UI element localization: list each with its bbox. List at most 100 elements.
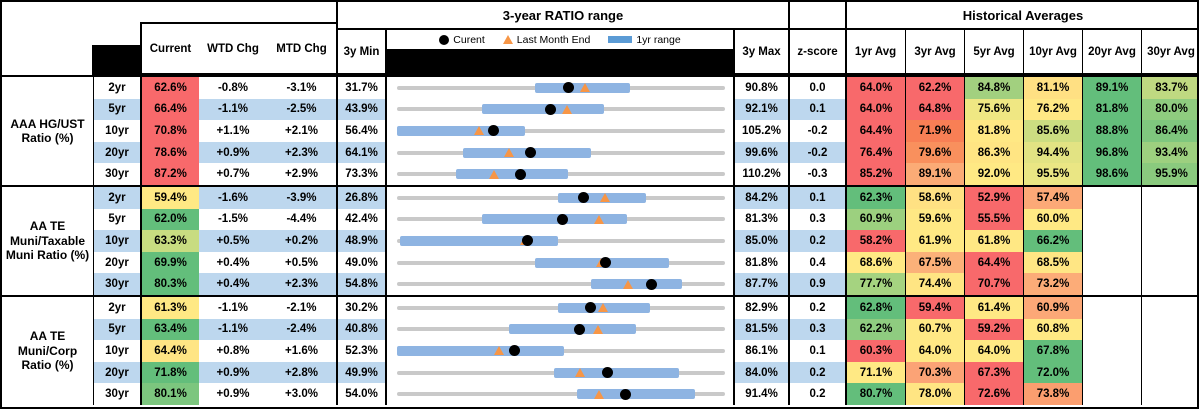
avg-cell: [1142, 383, 1197, 405]
avg-cell: [1142, 208, 1197, 231]
zscore-cell: 0.2: [790, 361, 847, 384]
zscore-cell: -0.2: [790, 141, 847, 164]
wtd-chg-cell: -1.6%: [199, 186, 267, 209]
mtd-chg-cell: +2.3%: [267, 141, 338, 164]
wtd-chg-cell: +0.4%: [199, 251, 267, 274]
avg-cell: 71.9%: [906, 120, 965, 142]
avg-cell: 86.3%: [965, 141, 1024, 164]
1yr-range-bar: [482, 104, 604, 115]
legend-current-label: Curent: [453, 33, 485, 46]
current-marker: [515, 168, 527, 180]
avg-cell: 92.0%: [965, 163, 1024, 185]
avg-cell: 60.9%: [1024, 296, 1083, 319]
current-marker: [544, 103, 556, 115]
range-chart-cell: [387, 77, 735, 99]
avg-cell: 59.2%: [965, 318, 1024, 341]
avg-cell: [1142, 251, 1197, 274]
current-cell: 69.9%: [142, 251, 199, 274]
zscore-cell: 0.1: [790, 186, 847, 209]
1yr-range-bar: [456, 169, 568, 180]
avg-cell: 72.6%: [965, 383, 1024, 405]
wtd-chg-column-header: WTD Chg: [207, 42, 259, 55]
mtd-chg-cell: +2.1%: [267, 120, 338, 142]
legend-last-month-label: Last Month End: [516, 33, 591, 46]
ratio-group: AAA HG/UST Ratio (%) 2yr 62.6% -0.8% -3.1% 31…: [2, 75, 1197, 185]
last-month-end-marker: [575, 368, 586, 378]
current-marker: [585, 302, 597, 314]
avg-cell: 88.8%: [1083, 120, 1142, 142]
avg-column-header: 5yr Avg: [964, 30, 1023, 73]
tenor-cell: 5yr: [94, 208, 142, 231]
range-chart-cell: [387, 120, 735, 142]
avg-cell: 76.4%: [847, 141, 906, 164]
avg-cell: 72.0%: [1024, 361, 1083, 384]
avg-cell: [1083, 361, 1142, 384]
mtd-chg-cell: -3.9%: [267, 186, 338, 209]
wtd-chg-cell: -1.5%: [199, 208, 267, 231]
mtd-chg-cell: -4.4%: [267, 208, 338, 231]
avg-cell: 76.2%: [1024, 98, 1083, 121]
mtd-chg-cell: +2.9%: [267, 163, 338, 185]
avg-cell: [1142, 318, 1197, 341]
avg-cell: 83.7%: [1142, 77, 1197, 99]
avg-cell: 73.2%: [1024, 273, 1083, 295]
avg-cell: 58.2%: [847, 230, 906, 252]
mtd-chg-cell: -2.5%: [267, 98, 338, 121]
legend-last-month-item: Last Month End: [502, 33, 591, 46]
wtd-chg-cell: +0.4%: [199, 273, 267, 295]
last-month-end-marker: [598, 303, 609, 313]
3y-max-cell: 81.8%: [735, 251, 790, 274]
mtd-chg-cell: +3.0%: [267, 383, 338, 405]
last-month-end-marker: [561, 104, 572, 114]
current-marker: [602, 367, 614, 379]
avg-cell: [1142, 296, 1197, 319]
avg-cell: 89.1%: [1083, 77, 1142, 99]
last-month-end-marker: [622, 279, 633, 289]
avg-cell: [1142, 273, 1197, 295]
mtd-chg-cell: -3.1%: [267, 77, 338, 99]
range-track: [397, 238, 725, 243]
avg-cell: 59.6%: [906, 208, 965, 231]
3y-min-column-header: 3y Min: [336, 28, 387, 75]
avg-cell: [1083, 186, 1142, 209]
avg-column-header: 1yr Avg: [854, 45, 897, 58]
3y-min-cell: 49.0%: [338, 251, 387, 274]
current-cell: 59.4%: [142, 186, 199, 209]
3y-max-cell: 87.7%: [735, 273, 790, 295]
last-month-end-marker: [580, 83, 591, 93]
range-chart-cell: [387, 383, 735, 405]
zscore-cell: 0.4: [790, 251, 847, 274]
avg-cell: 55.5%: [965, 208, 1024, 231]
zscore-cell: 0.1: [790, 98, 847, 121]
tenor-cell: 30yr: [94, 163, 142, 185]
avg-cell: 68.6%: [847, 251, 906, 274]
ratio-group: AA TE Muni/Corp Ratio (%) 2yr 61.3% -1.1% -2…: [2, 294, 1197, 405]
current-cell: 70.8%: [142, 120, 199, 142]
avg-cell: 95.9%: [1142, 163, 1197, 185]
wtd-chg-cell: +1.1%: [199, 120, 267, 142]
avg-cell: 62.2%: [906, 77, 965, 99]
zscore-cell: 0.9: [790, 273, 847, 295]
current-cell: 61.3%: [142, 296, 199, 319]
avg-cell: 67.5%: [906, 251, 965, 274]
avg-cell: 60.9%: [847, 208, 906, 231]
current-cell: 63.3%: [142, 230, 199, 252]
wtd-chg-cell: -1.1%: [199, 296, 267, 319]
tenor-cell: 2yr: [94, 186, 142, 209]
avg-cell: 95.5%: [1024, 163, 1083, 185]
current-marker: [522, 235, 534, 247]
avg-cell: 62.3%: [847, 186, 906, 209]
3y-min-cell: 31.7%: [338, 77, 387, 99]
avg-cell: 59.4%: [906, 296, 965, 319]
avg-cell: 64.4%: [965, 251, 1024, 274]
3y-min-cell: 52.3%: [338, 340, 387, 362]
avg-cell: 84.8%: [965, 77, 1024, 99]
range-chart-cell: [387, 230, 735, 252]
range-chart-cell: [387, 141, 735, 164]
mtd-chg-cell: +2.8%: [267, 361, 338, 384]
range-chart-cell: [387, 340, 735, 362]
avg-cell: 52.9%: [965, 186, 1024, 209]
current-cell: 71.8%: [142, 361, 199, 384]
avg-cell: [1142, 186, 1197, 209]
avg-cell: 64.0%: [965, 340, 1024, 362]
